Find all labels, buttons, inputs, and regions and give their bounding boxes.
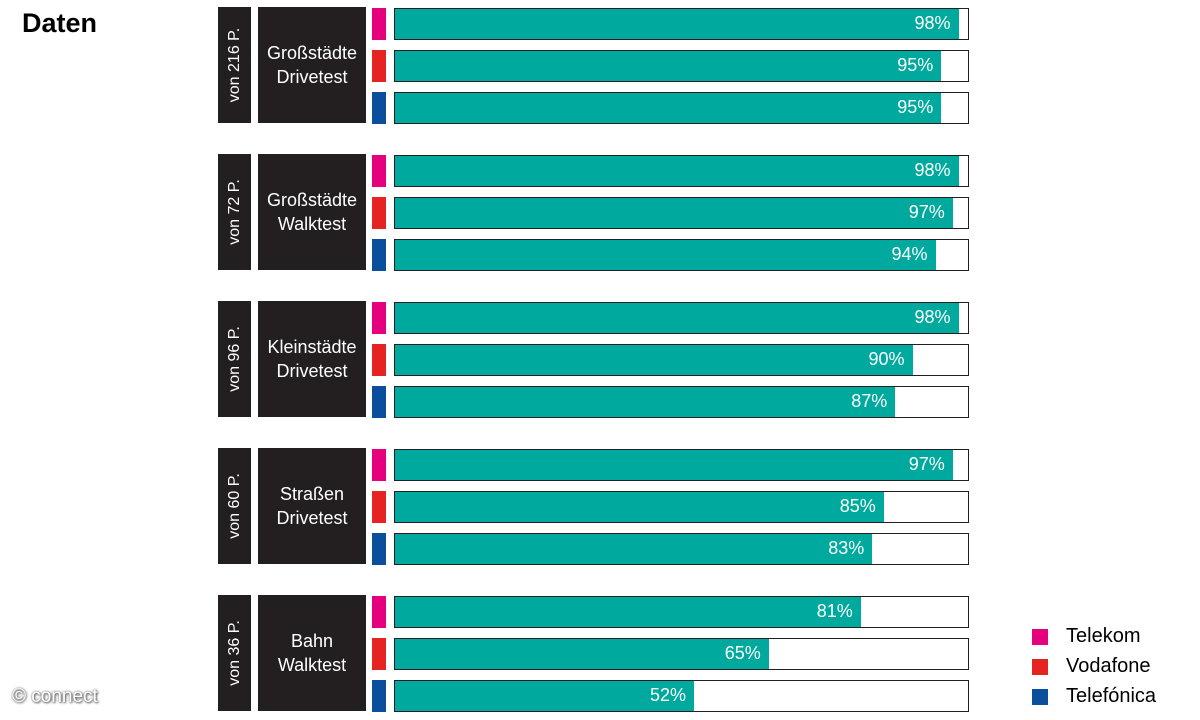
category-label: Großstädte Walktest: [258, 154, 366, 270]
operator-strip: [372, 197, 386, 229]
points-box: von 60 P.: [218, 448, 251, 564]
category-label: Kleinstädte Drivetest: [258, 301, 366, 417]
value-label: 98%: [914, 307, 951, 327]
value-label: 98%: [914, 160, 951, 180]
bar: [395, 387, 896, 417]
value-label: 95%: [897, 55, 934, 75]
operator-strip: [372, 8, 386, 40]
bar-frame: 97%: [394, 449, 969, 481]
legend-label: Vodafone: [1066, 655, 1151, 677]
value-label: 97%: [908, 454, 945, 474]
bar-frame: 90%: [394, 344, 969, 376]
bar-frame: 97%: [394, 197, 969, 229]
points-label: von 72 P.: [225, 179, 243, 245]
bar-frame: 98%: [394, 155, 969, 187]
points-label: von 60 P.: [225, 473, 243, 539]
value-label: 65%: [724, 643, 761, 663]
operator-strip: [372, 491, 386, 523]
chart-title: Daten: [22, 8, 98, 38]
bar-frame: 95%: [394, 50, 969, 82]
bar-frame: 65%: [394, 638, 969, 670]
operator-strip: [372, 596, 386, 628]
bar: [395, 597, 861, 627]
value-label: 52%: [649, 685, 686, 705]
points-label: von 96 P.: [225, 326, 243, 392]
bar: [395, 9, 959, 39]
value-label: 90%: [868, 349, 905, 369]
bar: [395, 51, 942, 81]
legend-swatch: [1032, 629, 1048, 645]
operator-strip: [372, 386, 386, 418]
bar-frame: 98%: [394, 302, 969, 334]
bar-frame: 98%: [394, 8, 969, 40]
bar-frame: 85%: [394, 491, 969, 523]
legend-swatch: [1032, 659, 1048, 675]
operator-strip: [372, 449, 386, 481]
bar: [395, 345, 913, 375]
bar: [395, 534, 873, 564]
bar-frame: 52%: [394, 680, 969, 712]
bar: [395, 93, 942, 123]
bar: [395, 156, 959, 186]
value-label: 81%: [816, 601, 853, 621]
value-label: 87%: [851, 391, 888, 411]
operator-strip: [372, 638, 386, 670]
legend-label: Telekom: [1066, 625, 1141, 647]
bar-frame: 94%: [394, 239, 969, 271]
bar: [395, 681, 694, 711]
watermark: © connect: [12, 686, 98, 707]
bar-frame: 81%: [394, 596, 969, 628]
operator-strip: [372, 302, 386, 334]
value-label: 95%: [897, 97, 934, 117]
category-label: Straßen Drivetest: [258, 448, 366, 564]
operator-strip: [372, 92, 386, 124]
points-box: von 36 P.: [218, 595, 251, 711]
bar: [395, 303, 959, 333]
points-box: von 216 P.: [218, 7, 251, 123]
operator-strip: [372, 50, 386, 82]
bar-frame: 87%: [394, 386, 969, 418]
bar: [395, 240, 936, 270]
points-label: von 216 P.: [225, 27, 243, 103]
bar-frame: 95%: [394, 92, 969, 124]
legend-label: Telefónica: [1066, 685, 1157, 707]
value-label: 97%: [908, 202, 945, 222]
value-label: 94%: [891, 244, 928, 264]
points-label: von 36 P.: [225, 620, 243, 686]
bar: [395, 492, 884, 522]
category-label: Großstädte Drivetest: [258, 7, 366, 123]
category-label: Bahn Walktest: [258, 595, 366, 711]
bar: [395, 639, 769, 669]
bar-frame: 83%: [394, 533, 969, 565]
points-box: von 72 P.: [218, 154, 251, 270]
bar: [395, 450, 953, 480]
value-label: 85%: [839, 496, 876, 516]
operator-strip: [372, 533, 386, 565]
legend-swatch: [1032, 689, 1048, 705]
operator-strip: [372, 344, 386, 376]
operator-strip: [372, 239, 386, 271]
operator-strip: [372, 155, 386, 187]
points-box: von 96 P.: [218, 301, 251, 417]
value-label: 98%: [914, 13, 951, 33]
value-label: 83%: [828, 538, 865, 558]
bar: [395, 198, 953, 228]
operator-strip: [372, 680, 386, 712]
